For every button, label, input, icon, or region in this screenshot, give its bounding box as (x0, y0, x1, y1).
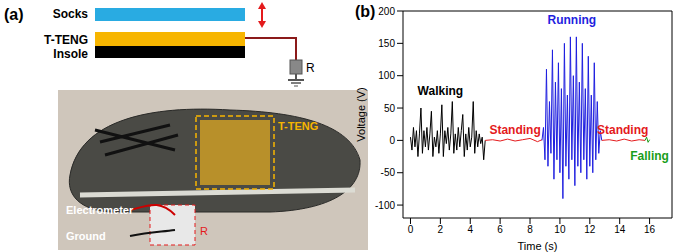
html-text:(b): (b) (355, 3, 376, 20)
svg-text:R: R (200, 225, 208, 237)
svg-text:Voltage (V): Voltage (V) (355, 87, 367, 141)
svg-text:150: 150 (378, 38, 395, 49)
svg-text:Insole: Insole (53, 47, 88, 61)
svg-text:-50: -50 (381, 167, 396, 178)
svg-text:14: 14 (614, 224, 626, 235)
svg-text:T-TENG: T-TENG (44, 33, 88, 47)
svg-text:10: 10 (554, 224, 566, 235)
svg-text:2: 2 (438, 224, 444, 235)
svg-text:8: 8 (527, 224, 533, 235)
svg-text:Falling: Falling (630, 149, 669, 163)
svg-text:Walking: Walking (418, 84, 464, 98)
svg-text:Running: Running (548, 13, 597, 27)
svg-text:200: 200 (378, 6, 395, 17)
svg-text:4: 4 (467, 224, 473, 235)
svg-text:Time (s): Time (s) (518, 240, 558, 252)
svg-text:50: 50 (384, 103, 396, 114)
svg-text:Standing: Standing (597, 123, 648, 137)
svg-text:0: 0 (408, 224, 414, 235)
svg-text:100: 100 (378, 70, 395, 81)
svg-text:12: 12 (584, 224, 596, 235)
svg-text:(a): (a) (4, 6, 24, 23)
svg-text:Socks: Socks (53, 7, 89, 21)
svg-text:Electrometer: Electrometer (66, 204, 134, 216)
svg-text:Standing: Standing (489, 123, 540, 137)
svg-text:6: 6 (497, 224, 503, 235)
svg-text:16: 16 (644, 224, 656, 235)
svg-text:Ground: Ground (66, 230, 106, 242)
svg-text:0: 0 (389, 135, 395, 146)
svg-text:R: R (306, 61, 315, 75)
svg-text:-100: -100 (375, 200, 395, 211)
svg-text:T-TENG: T-TENG (278, 120, 318, 132)
